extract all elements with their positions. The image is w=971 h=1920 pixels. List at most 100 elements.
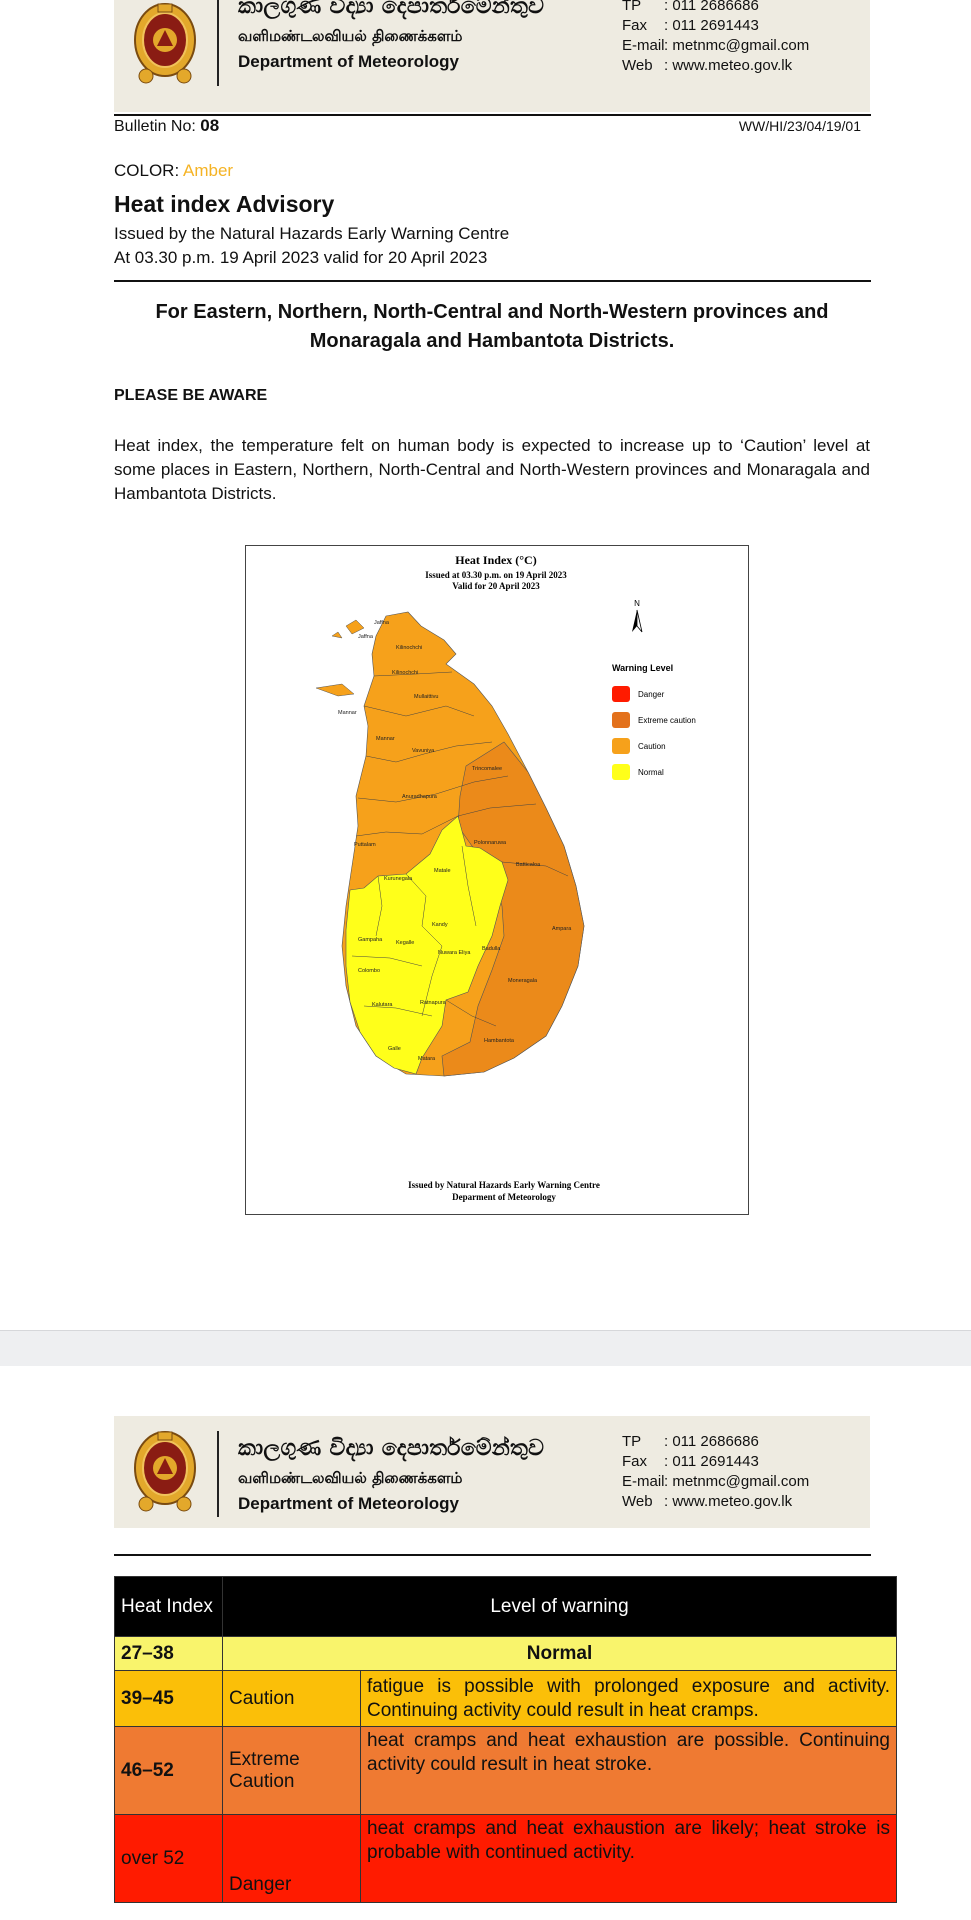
map-title: Heat Index (°C)	[455, 553, 536, 567]
district-label: Mannar	[376, 736, 395, 742]
district-label: Anuradhapura	[402, 794, 438, 800]
district-label: Mullaittivu	[414, 694, 438, 700]
north-arrow-icon: N	[632, 599, 643, 633]
org-name-tamil: வளிமண்டலவியல் திணைக்களம்	[238, 27, 463, 45]
contact-web[interactable]: Web: www.meteo.gov.lk	[622, 1493, 793, 1510]
district-label: Kurunegala	[384, 876, 413, 882]
district-label: Kalutara	[372, 1002, 393, 1008]
legend-swatch-danger	[612, 686, 630, 702]
district-label: Kegalle	[396, 940, 414, 946]
org-name-sinhala: කාලගුණ විද්‍යා දෙපාර්තමේන්තුව	[238, 1436, 545, 1461]
table-row: over 52 Danger heat cramps and heat exha…	[114, 1814, 897, 1903]
header-divider	[217, 0, 219, 86]
district-label: Ratnapura	[420, 1000, 447, 1006]
legend-label-danger: Danger	[638, 690, 665, 699]
district-label: Puttalam	[354, 842, 376, 848]
table-row: 27–38 Normal	[114, 1636, 897, 1671]
bulletin-reference: WW/HI/23/04/19/01	[738, 118, 861, 134]
district-label: Ampara	[552, 926, 572, 932]
contact-phone: TP: 011 2686686	[622, 0, 759, 14]
alert-color: COLOR: Amber	[114, 161, 234, 180]
advisory-paragraph: Heat index, the temperature felt on huma…	[114, 436, 870, 503]
district-label: Jaffna	[358, 634, 374, 640]
org-name-english: Department of Meteorology	[238, 52, 460, 71]
description-cell: heat cramps and heat exhaustion are like…	[360, 1814, 897, 1903]
aware-label: PLEASE BE AWARE	[114, 387, 268, 404]
org-name-tamil: வளிமண்டலவியல் திணைக்களம்	[238, 1469, 463, 1487]
heat-index-map: Heat Index (°C) Issued at 03.30 p.m. on …	[245, 545, 749, 1215]
range-cell: 27–38	[114, 1636, 223, 1671]
legend-label-caution: Caution	[638, 742, 666, 751]
contact-fax: Fax: 011 2691443	[622, 17, 759, 34]
alert-color-value: Amber	[182, 161, 234, 180]
legend-title: Warning Level	[612, 663, 673, 673]
contact-email[interactable]: E-mail: metnmc@gmail.com	[622, 1473, 810, 1490]
district-labels: Jaffna Jaffna Kilinochchi Kilinochchi Mu…	[338, 620, 572, 1062]
map-footer-2: Deparment of Meteorology	[452, 1192, 556, 1202]
district-label: Badulla	[482, 946, 501, 952]
normal-region	[345, 815, 509, 1075]
table-row: 46–52 Extreme Caution heat cramps and he…	[114, 1726, 897, 1815]
organization-names: කාලගුණ විද්‍යා දෙපාර්තමේන්තුව வளிமண்டலவி…	[238, 1434, 544, 1516]
heat-index-table: Heat Index Level of warning 27–38 Normal…	[114, 1576, 897, 1903]
legend-swatch-extreme	[612, 712, 630, 728]
page-gap	[0, 1330, 971, 1366]
advisory-title: Heat index Advisory	[114, 191, 335, 217]
legend-label-extreme: Extreme caution	[638, 716, 696, 725]
district-label: Moneragala	[508, 978, 538, 984]
bulletin-number: Bulletin No: 08	[114, 116, 220, 135]
map-issued: Issued at 03.30 p.m. on 19 April 2023	[425, 570, 567, 580]
district-label: Gampaha	[358, 937, 383, 943]
legend-label-normal: Normal	[638, 768, 664, 777]
district-label: Polonnaruwa	[474, 840, 507, 846]
map-legend: Warning Level Danger Extreme caution Cau…	[612, 663, 696, 780]
sri-lanka-emblem-icon	[134, 1431, 196, 1512]
range-cell: 46–52	[114, 1726, 223, 1815]
organization-names: කාලගුණ විද්‍යා දෙපාර්තමේන්තුව வளிமண்டலவி…	[238, 0, 544, 74]
map-valid: Valid for 20 April 2023	[452, 581, 540, 591]
district-label: Galle	[388, 1046, 401, 1052]
issued-by: Issued by the Natural Hazards Early Warn…	[114, 224, 510, 243]
contact-web[interactable]: Web: www.meteo.gov.lk	[622, 57, 793, 74]
header-divider	[217, 1431, 219, 1517]
issued-at: At 03.30 p.m. 19 April 2023 valid for 20…	[114, 248, 488, 267]
legend-swatch-normal	[612, 764, 630, 780]
contact-fax: Fax: 011 2691443	[622, 1453, 759, 1470]
district-label: Matale	[434, 868, 451, 874]
range-cell: over 52	[114, 1814, 223, 1903]
district-label: Nuwara Eliya	[438, 950, 471, 956]
letterhead: කාලගුණ විද්‍යා දෙපාර්තමේන්තුව வளிமண்டலவி…	[114, 1416, 870, 1528]
letterhead: කාලගුණ විද්‍යා දෙපාර්තමේන්තුව வளிமண்டலவி…	[114, 0, 870, 112]
district-label: Batticaloa	[516, 862, 541, 868]
map-footer-1: Issued by Natural Hazards Early Warning …	[408, 1180, 600, 1190]
level-cell: Normal	[222, 1636, 897, 1671]
district-label: Hambantota	[484, 1038, 515, 1044]
contact-email[interactable]: E-mail: metnmc@gmail.com	[622, 37, 810, 54]
district-label: Jaffna	[374, 620, 390, 626]
level-cell: Caution	[222, 1670, 361, 1727]
section-rule	[114, 280, 871, 282]
header-rule	[114, 1554, 871, 1556]
table-header-heat-index: Heat Index	[114, 1576, 223, 1637]
map-figure: Heat Index (°C) Issued at 03.30 p.m. on …	[315, 553, 696, 1202]
description-cell: heat cramps and heat exhaustion are poss…	[360, 1726, 897, 1815]
table-header-level: Level of warning	[222, 1576, 897, 1637]
table-row: 39–45 Caution fatigue is possible with p…	[114, 1670, 897, 1727]
org-name-sinhala: කාලගුණ විද්‍යා දෙපාර්තමේන්තුව	[238, 0, 545, 19]
svg-text:N: N	[634, 599, 640, 608]
table-header-row: Heat Index Level of warning	[114, 1576, 897, 1637]
document-page-1: කාලගුණ විද්‍යා දෙපාර්තමේන්තුව வளிமண்டலவி…	[114, 0, 871, 1215]
district-label: Mannar	[338, 710, 357, 716]
district-label: Kilinochchi	[392, 670, 418, 676]
level-cell: Danger	[222, 1814, 361, 1903]
district-label: Kilinochchi	[396, 645, 422, 651]
sri-lanka-emblem-icon	[134, 3, 196, 84]
level-cell: Extreme Caution	[222, 1726, 361, 1815]
district-label: Colombo	[358, 968, 380, 974]
org-name-english: Department of Meteorology	[238, 1494, 460, 1513]
range-cell: 39–45	[114, 1670, 223, 1727]
contact-phone: TP: 011 2686686	[622, 1433, 759, 1450]
district-label: Kandy	[432, 922, 448, 928]
district-label: Vavuniya	[412, 748, 435, 754]
issue-info: Issued by the Natural Hazards Early Warn…	[114, 222, 509, 270]
